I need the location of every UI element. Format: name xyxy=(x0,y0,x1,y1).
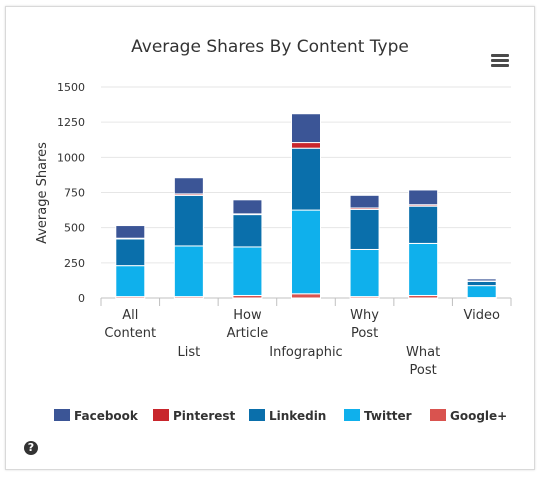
bar-segment-twitter xyxy=(232,246,263,296)
x-tick-label: Why xyxy=(350,308,379,323)
bar-segment-facebook xyxy=(349,194,380,209)
legend-label: Pinterest xyxy=(173,409,236,423)
x-tick-label: Content xyxy=(104,326,156,341)
y-tick-label: 750 xyxy=(64,187,85,200)
x-tick-label: List xyxy=(177,345,200,360)
bar-segment-twitter xyxy=(291,209,321,295)
bar-segment-linkedin xyxy=(349,208,380,250)
legend-item-pinterest[interactable]: Pinterest xyxy=(153,409,236,423)
bar-segment-linkedin xyxy=(232,214,263,248)
help-icon[interactable]: ? xyxy=(24,441,38,455)
legend-item-linkedin[interactable]: Linkedin xyxy=(249,409,326,423)
bar-segment-twitter xyxy=(349,248,380,298)
chart-title: Average Shares By Content Type xyxy=(131,37,409,57)
legend-swatch xyxy=(249,409,265,421)
bar-stacks xyxy=(115,113,497,299)
y-tick-label: 250 xyxy=(64,257,85,270)
bar-segment-facebook xyxy=(408,189,439,206)
bar-segment-facebook xyxy=(291,113,321,144)
x-tick-label: Video xyxy=(463,308,499,323)
bar-segment-linkedin xyxy=(408,205,439,244)
y-tick-label: 1000 xyxy=(57,151,85,164)
legend-swatch xyxy=(54,409,70,421)
y-axis-label: Average Shares xyxy=(35,142,50,244)
y-tick-labels: 0 250 500 750 1000 1250 1500 xyxy=(57,81,85,305)
x-tick-label: Post xyxy=(410,363,437,378)
x-tick-label: All xyxy=(122,308,138,323)
bar-segment-facebook xyxy=(466,278,497,282)
bar-segment-facebook xyxy=(232,199,263,215)
hamburger-menu-icon[interactable] xyxy=(491,54,509,68)
x-tick-label: Post xyxy=(351,326,378,341)
legend-item-twitter[interactable]: Twitter xyxy=(344,409,412,423)
y-tick-label: 0 xyxy=(78,292,85,305)
legend-item-facebook[interactable]: Facebook xyxy=(54,409,139,423)
legend-swatch xyxy=(344,409,360,421)
bar-segment-twitter xyxy=(115,265,146,298)
chart-card xyxy=(5,6,535,470)
bar-segment-linkedin xyxy=(115,238,146,267)
bar-segment-twitter xyxy=(408,242,439,296)
y-tick-label: 500 xyxy=(64,222,85,235)
y-tick-label: 1250 xyxy=(57,116,85,129)
y-tick-label: 1500 xyxy=(57,81,85,94)
bar-segment-facebook xyxy=(115,225,146,239)
legend-item-google[interactable]: Google+ xyxy=(430,409,507,423)
x-tick-label: Infographic xyxy=(269,345,342,360)
legend-label: Linkedin xyxy=(269,409,326,423)
bar-segment-linkedin xyxy=(466,280,497,287)
bar-segment-linkedin xyxy=(173,194,204,247)
bar-segment-facebook xyxy=(173,177,204,195)
x-tick-label: How xyxy=(233,308,262,323)
legend-label: Twitter xyxy=(364,409,412,423)
legend-label: Google+ xyxy=(450,409,507,423)
bar-segment-google xyxy=(291,293,321,299)
x-tick-label: What xyxy=(406,345,440,360)
legend-swatch xyxy=(430,409,446,421)
legend: Facebook Pinterest Linkedin Twitter Google+ xyxy=(54,409,507,423)
legend-label: Facebook xyxy=(74,409,139,423)
bar-segment-pinterest xyxy=(291,142,321,149)
bar-segment-twitter xyxy=(173,245,204,298)
legend-swatch xyxy=(153,409,169,421)
bar-segment-twitter xyxy=(466,285,497,299)
x-tick-label: Article xyxy=(227,326,269,341)
bar-segment-linkedin xyxy=(291,147,321,211)
